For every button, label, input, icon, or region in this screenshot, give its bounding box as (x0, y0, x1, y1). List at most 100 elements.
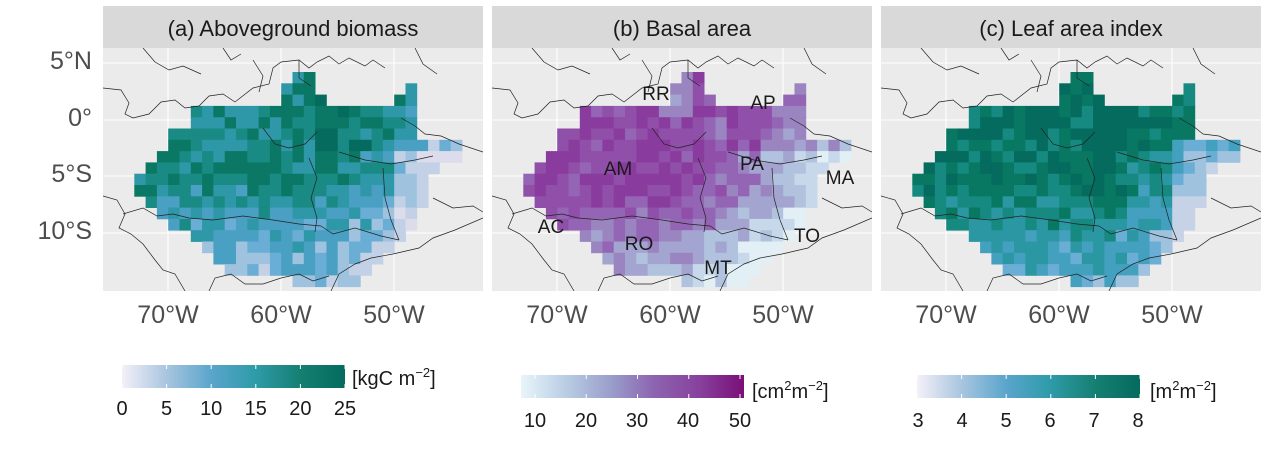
map-cell (625, 207, 637, 220)
map-cell (1047, 252, 1060, 265)
map-cell (1149, 128, 1162, 141)
map-cell (1002, 252, 1015, 265)
map-cell (738, 139, 750, 152)
map-cell (692, 105, 705, 118)
map-cell (1127, 275, 1139, 288)
map-cell (760, 173, 773, 186)
map-cell (168, 162, 180, 175)
map-cell (658, 207, 671, 220)
map-cell (190, 230, 203, 242)
map-cell (670, 128, 682, 141)
map-cell (557, 185, 569, 197)
map-cell (315, 230, 327, 242)
map-cell (1138, 264, 1150, 276)
map-cell (647, 252, 660, 265)
map-cell (1172, 105, 1184, 118)
map-cell (760, 241, 773, 254)
map-cell (1014, 117, 1026, 129)
border-line (338, 151, 434, 165)
map-cell (247, 173, 259, 186)
map-cell (337, 162, 350, 175)
panel-a-borders (103, 48, 483, 291)
border-line (641, 59, 653, 93)
map-cell (1093, 196, 1105, 208)
map-cell (794, 128, 807, 141)
map-cell (591, 207, 603, 220)
map-cell (934, 162, 947, 175)
map-cell (1104, 275, 1117, 288)
map-cell (1081, 264, 1094, 276)
colorbar-tick-label: 5 (161, 398, 172, 420)
map-cell (934, 196, 947, 208)
map-cell (360, 139, 372, 152)
map-cell (726, 241, 739, 254)
map-cell (1070, 151, 1083, 163)
map-cell (1127, 128, 1139, 141)
map-cell (292, 162, 305, 175)
map-cell (382, 173, 395, 186)
map-cell (1036, 139, 1049, 152)
map-cell (236, 117, 248, 129)
map-cell (704, 207, 716, 220)
map-cell (692, 162, 705, 175)
map-cell (1059, 230, 1071, 242)
map-cell (760, 207, 773, 220)
map-cell (749, 173, 761, 186)
map-cell (1127, 196, 1139, 208)
map-cell (394, 105, 406, 118)
colorbar-tick-label: 40 (677, 410, 699, 432)
map-cell (292, 72, 305, 84)
map-cell (579, 218, 592, 231)
map-cell (1081, 128, 1094, 141)
map-cell (658, 151, 671, 163)
map-cell (946, 218, 958, 231)
map-cell (1127, 207, 1139, 220)
map-cell (1081, 275, 1094, 288)
panel-c-title: (c) Leaf area index (979, 16, 1162, 41)
map-cell (1172, 173, 1184, 186)
map-cell (670, 94, 682, 107)
border-line (531, 48, 591, 75)
map-cell (1002, 264, 1015, 276)
map-cell (557, 207, 569, 220)
map-cell (738, 218, 750, 231)
map-cell (1160, 185, 1173, 197)
panel-c-longitude-axis: 70°W 60°W 50°W (915, 301, 1203, 329)
map-cell (439, 139, 452, 152)
map-cell (258, 117, 271, 129)
colorbar-tick-label: 8 (1132, 410, 1143, 432)
map-cell (1138, 185, 1150, 197)
map-cell (315, 241, 327, 254)
map-cell (1070, 264, 1083, 276)
map-cell (771, 218, 784, 231)
map-cell (349, 196, 361, 208)
map-cell (771, 173, 784, 186)
map-cell (1138, 173, 1150, 186)
map-cell (1183, 117, 1196, 129)
map-cell (269, 196, 282, 208)
map-cell (1002, 241, 1015, 254)
map-cell (613, 162, 626, 175)
map-cell (303, 128, 316, 141)
map-cell (326, 173, 339, 186)
map-cell (224, 162, 237, 175)
map-cell (579, 162, 592, 175)
border-line (1040, 127, 1096, 149)
state-label-mt: MT (704, 258, 732, 279)
map-cell (839, 151, 852, 163)
map-cell (258, 218, 271, 231)
map-cell (303, 173, 316, 186)
map-cell (1172, 128, 1184, 141)
map-cell (1070, 230, 1083, 242)
map-cell (269, 128, 282, 141)
map-cell (670, 241, 682, 254)
map-cell (326, 139, 339, 152)
map-cell (236, 230, 248, 242)
map-cell (337, 173, 350, 186)
map-cell (715, 196, 728, 208)
map-cell (1081, 139, 1094, 152)
map-cell (224, 173, 237, 186)
map-cell (405, 83, 418, 95)
map-cell (613, 185, 626, 197)
map-cell (394, 94, 406, 107)
